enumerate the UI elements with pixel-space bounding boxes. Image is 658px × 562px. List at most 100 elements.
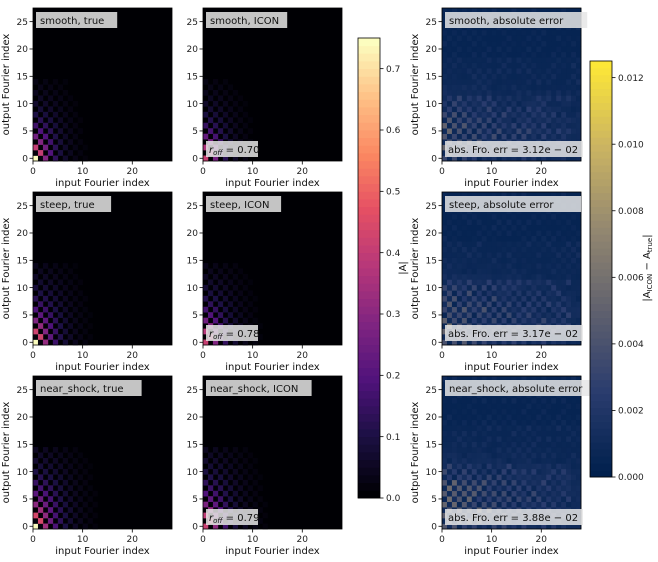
- heatmap-cell: [451, 317, 458, 324]
- heatmap-cell: [461, 403, 468, 410]
- heatmap-cell: [52, 339, 59, 346]
- heatmap-cell: [442, 284, 448, 291]
- heatmap-cell: [566, 295, 572, 302]
- heatmap-cell: [526, 100, 532, 107]
- heatmap-cell: [566, 306, 572, 313]
- heatmap-cell: [461, 496, 468, 502]
- colorbar-segment: [358, 61, 380, 70]
- heatmap-cell: [466, 447, 473, 453]
- panel-title-box: [445, 380, 612, 396]
- heatmap-cell: [501, 312, 507, 318]
- heatmap-cell: [242, 447, 248, 453]
- heatmap-cell: [242, 479, 248, 486]
- heatmap-cell: [442, 8, 448, 14]
- heatmap-cell: [446, 376, 453, 382]
- heatmap-cell: [576, 89, 582, 96]
- heatmap-cell: [571, 317, 577, 324]
- heatmap-cell: [556, 523, 562, 530]
- heatmap-cell: [466, 79, 473, 85]
- heatmap-cell: [536, 46, 542, 53]
- heatmap-cell: [47, 323, 54, 329]
- heatmap-cell: [491, 106, 497, 113]
- heatmap-cell: [536, 111, 542, 118]
- heatmap-cell: [486, 474, 492, 481]
- heatmap-cell: [476, 79, 483, 85]
- heatmap-cell: [561, 463, 567, 470]
- heatmap-cell: [471, 252, 478, 258]
- heatmap-cell: [561, 301, 567, 308]
- heatmap-cell: [496, 501, 502, 508]
- heatmap-cell: [481, 106, 487, 113]
- heatmap-cell: [501, 230, 507, 237]
- heatmap-cell: [531, 457, 537, 464]
- heatmap-cell: [511, 84, 517, 91]
- heatmap-cell: [451, 501, 458, 508]
- heatmap-cell: [57, 95, 64, 102]
- heatmap-cell: [516, 224, 522, 231]
- heatmap-cell: [511, 133, 517, 140]
- heatmap-cell: [486, 128, 492, 134]
- heatmap-cell: [237, 128, 244, 134]
- heatmap-cell: [551, 408, 557, 415]
- heatmap-cell: [57, 279, 64, 286]
- heatmap-cell: [52, 457, 59, 464]
- heatmap-cell: [222, 273, 229, 280]
- heatmap-cell: [62, 339, 69, 346]
- heatmap-cell: [521, 57, 527, 63]
- heatmap-cell: [561, 317, 567, 324]
- heatmap-cell: [541, 246, 547, 253]
- heatmap-cell: [471, 122, 478, 129]
- heatmap-cell: [566, 62, 572, 69]
- heatmap-cell: [476, 155, 483, 162]
- colorbar-segment: [590, 67, 612, 76]
- heatmap-cell: [526, 490, 532, 497]
- y-tick-label: 5: [192, 127, 198, 137]
- heatmap-cell: [526, 252, 532, 258]
- y-axis-label: output Fourier index: [410, 34, 421, 136]
- heatmap-cell: [446, 133, 453, 140]
- heatmap-cell: [566, 89, 572, 96]
- panel-title-box: [445, 12, 588, 28]
- heatmap-cell: [257, 323, 263, 329]
- colorbar-segment: [358, 176, 380, 185]
- heatmap-cell: [232, 457, 239, 464]
- heatmap-cell: [541, 419, 547, 426]
- heatmap-cell: [212, 79, 219, 85]
- heatmap-cell: [556, 452, 562, 459]
- heatmap-cell: [556, 8, 562, 14]
- heatmap-cell: [476, 35, 483, 42]
- heatmap-cell: [496, 457, 502, 464]
- heatmap-cell: [466, 408, 473, 415]
- heatmap-cell: [37, 128, 44, 134]
- heatmap-cell: [561, 485, 567, 492]
- heatmap-cell: [461, 29, 468, 36]
- heatmap-cell: [442, 490, 448, 497]
- heatmap-cell: [511, 457, 517, 464]
- heatmap-cell: [33, 273, 39, 280]
- colorbar-segment: [590, 366, 612, 374]
- heatmap-cell: [471, 501, 478, 508]
- heatmap-cell: [203, 284, 209, 291]
- panel-title: near_shock, ICON: [210, 384, 298, 395]
- heatmap-cell: [456, 312, 463, 318]
- heatmap-cell: [536, 122, 542, 129]
- heatmap-cell: [476, 452, 483, 459]
- heatmap-cell: [546, 441, 552, 448]
- heatmap-cell: [52, 100, 59, 107]
- heatmap-cell: [461, 100, 468, 107]
- heatmap-cell: [541, 279, 547, 286]
- heatmap-cell: [506, 235, 512, 242]
- heatmap-cell: [571, 73, 577, 80]
- heatmap-cell: [486, 268, 492, 275]
- heatmap-cell: [516, 95, 522, 102]
- heatmap-cell: [57, 290, 64, 297]
- heatmap-cell: [531, 219, 537, 226]
- heatmap-cell: [442, 73, 448, 80]
- heatmap-cell: [576, 485, 582, 492]
- colorbar-segment: [590, 116, 612, 124]
- heatmap-cell: [451, 68, 458, 74]
- heatmap-cell: [456, 479, 463, 486]
- heatmap-cell: [442, 89, 448, 96]
- heatmap-cell: [47, 485, 54, 492]
- heatmap-cell: [476, 224, 483, 231]
